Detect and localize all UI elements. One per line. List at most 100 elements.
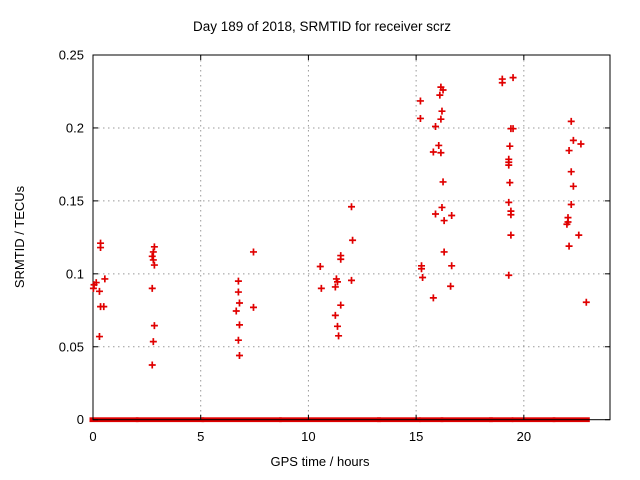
data-point-marker bbox=[438, 203, 446, 211]
plot-border-rect bbox=[92, 54, 611, 421]
data-points bbox=[89, 74, 590, 369]
data-point-marker bbox=[439, 178, 447, 186]
data-point-marker bbox=[149, 256, 157, 264]
data-point-marker bbox=[505, 161, 513, 169]
data-point-marker bbox=[506, 142, 514, 150]
data-point-marker bbox=[439, 86, 447, 94]
y-tick-label: 0.15 bbox=[59, 193, 84, 208]
data-point-marker bbox=[419, 273, 427, 281]
data-point-marker bbox=[150, 243, 158, 251]
data-point-marker bbox=[440, 217, 448, 225]
data-point-marker bbox=[335, 332, 343, 340]
data-point-marker bbox=[577, 140, 585, 148]
data-point-marker bbox=[331, 311, 339, 319]
data-point-marker bbox=[148, 361, 156, 369]
axis-ticks bbox=[92, 54, 610, 421]
data-point-marker bbox=[575, 231, 583, 239]
data-point-marker bbox=[316, 263, 324, 271]
x-tick-label: 5 bbox=[197, 429, 204, 444]
data-point-marker bbox=[429, 294, 437, 302]
data-point-marker bbox=[317, 284, 325, 292]
data-point-marker bbox=[337, 255, 345, 263]
data-point-marker bbox=[447, 282, 455, 290]
y-tick-label: 0.1 bbox=[66, 266, 84, 281]
data-point-marker bbox=[333, 278, 341, 286]
data-point-marker bbox=[436, 91, 444, 99]
data-point-marker bbox=[234, 336, 242, 344]
gridlines bbox=[93, 55, 610, 420]
data-point-marker bbox=[249, 248, 257, 256]
chart-title: Day 189 of 2018, SRMTID for receiver scr… bbox=[193, 19, 451, 34]
data-point-marker bbox=[432, 122, 440, 130]
y-tick-label: 0.05 bbox=[59, 339, 84, 354]
data-point-marker bbox=[416, 97, 424, 105]
x-axis-label: GPS time / hours bbox=[271, 454, 370, 469]
data-point-marker bbox=[418, 265, 426, 273]
x-tick-label: 20 bbox=[517, 429, 531, 444]
y-tick-label: 0 bbox=[77, 412, 84, 427]
data-point-marker bbox=[582, 298, 590, 306]
data-point-marker bbox=[505, 271, 513, 279]
data-point-marker bbox=[149, 248, 157, 256]
data-point-marker bbox=[448, 211, 456, 219]
data-point-marker bbox=[235, 299, 243, 307]
x-tick-label: 15 bbox=[409, 429, 423, 444]
data-point-marker bbox=[249, 303, 257, 311]
data-point-marker bbox=[437, 149, 445, 157]
data-point-marker bbox=[348, 203, 355, 211]
data-point-marker bbox=[235, 352, 243, 360]
data-point-marker bbox=[95, 287, 103, 295]
data-point-marker bbox=[569, 182, 577, 190]
data-point-marker bbox=[416, 114, 424, 122]
data-point-marker bbox=[448, 262, 456, 270]
data-point-marker bbox=[92, 279, 100, 287]
data-point-marker bbox=[148, 252, 156, 260]
data-point-marker bbox=[440, 248, 448, 256]
data-point-marker bbox=[349, 236, 357, 244]
data-point-marker bbox=[235, 321, 243, 329]
y-tick-label: 0.25 bbox=[59, 48, 84, 63]
data-point-marker bbox=[150, 261, 158, 269]
plot-border bbox=[92, 54, 611, 421]
data-point-marker bbox=[333, 322, 341, 330]
data-point-marker bbox=[498, 79, 506, 87]
data-point-marker bbox=[509, 74, 517, 82]
data-point-marker bbox=[567, 168, 575, 176]
x-tick-label: 0 bbox=[89, 429, 96, 444]
data-point-marker bbox=[506, 179, 514, 187]
data-point-marker bbox=[234, 277, 242, 285]
data-point-marker bbox=[337, 301, 345, 309]
data-point-marker bbox=[505, 198, 513, 206]
data-point-marker bbox=[429, 148, 437, 156]
axis-tick-labels: 0 5 10 15 20 0 0.05 0.1 0.15 0.2 0.25 bbox=[59, 48, 531, 445]
data-point-marker bbox=[432, 210, 440, 218]
data-point-marker bbox=[149, 338, 157, 346]
data-point-marker bbox=[97, 244, 105, 252]
data-point-marker bbox=[148, 284, 156, 292]
data-point-marker bbox=[509, 125, 517, 133]
data-point-marker bbox=[348, 276, 355, 284]
x-tick-label: 10 bbox=[301, 429, 315, 444]
data-point-marker bbox=[565, 147, 573, 155]
data-point-marker bbox=[150, 322, 158, 330]
data-point-marker bbox=[507, 211, 515, 219]
data-point-marker bbox=[435, 141, 443, 149]
data-point-marker bbox=[569, 136, 577, 144]
data-point-marker bbox=[95, 333, 103, 341]
data-point-marker bbox=[234, 288, 242, 296]
data-point-marker bbox=[437, 115, 445, 123]
data-point-marker bbox=[564, 218, 572, 226]
y-axis-label: SRMTID / TECUs bbox=[12, 185, 27, 288]
data-point-marker bbox=[567, 117, 575, 125]
y-tick-label: 0.2 bbox=[66, 120, 84, 135]
data-point-marker bbox=[567, 201, 575, 209]
data-point-marker bbox=[331, 283, 339, 291]
data-point-marker bbox=[438, 107, 446, 115]
data-point-marker bbox=[100, 303, 108, 311]
data-point-marker bbox=[565, 242, 573, 250]
data-point-marker bbox=[507, 231, 515, 239]
data-point-marker bbox=[101, 275, 109, 283]
data-point-marker bbox=[232, 307, 240, 315]
